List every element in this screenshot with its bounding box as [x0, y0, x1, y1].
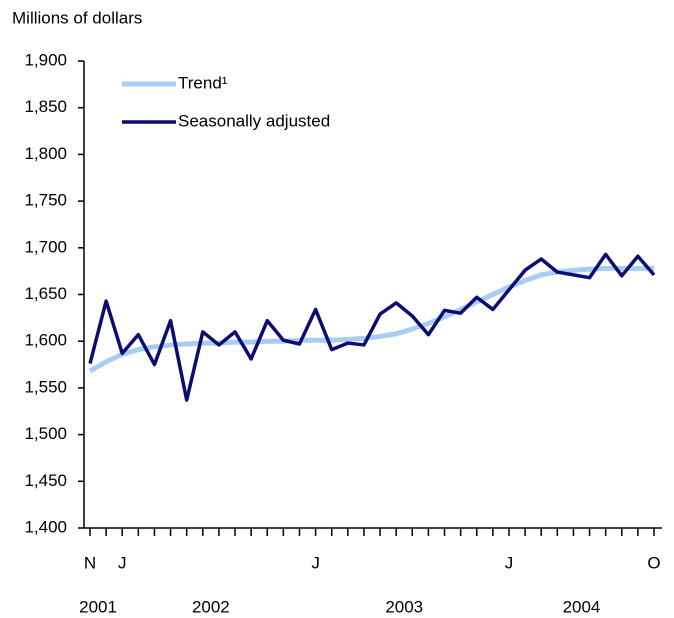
- y-tick-label: 1,450: [24, 471, 67, 490]
- x-tick-label: J: [505, 553, 514, 572]
- year-label: 2001: [79, 597, 117, 616]
- series-line: [88, 265, 654, 374]
- y-tick-label: 1,400: [24, 517, 67, 536]
- y-tick-label: 1,700: [24, 237, 67, 256]
- y-tick-label: 1,550: [24, 377, 67, 396]
- y-tick-label: 1,500: [24, 424, 67, 443]
- x-tick-label: J: [311, 553, 320, 572]
- x-tick-label: N: [84, 553, 96, 572]
- y-tick-label: 1,650: [24, 284, 67, 303]
- year-label: 2003: [385, 597, 423, 616]
- legend-label: Trend¹: [178, 73, 228, 92]
- year-label: 2004: [563, 597, 601, 616]
- year-label: 2002: [192, 597, 230, 616]
- y-tick-label: 1,800: [24, 144, 67, 163]
- y-tick-label: 1,750: [24, 191, 67, 210]
- x-tick-label: J: [118, 553, 127, 572]
- legend-label: Seasonally adjusted: [178, 111, 330, 130]
- series-line: [88, 252, 656, 402]
- y-tick-label: 1,600: [24, 331, 67, 350]
- y-tick-label: 1,850: [24, 97, 67, 116]
- y-axis-label: Millions of dollars: [12, 8, 142, 27]
- y-tick-label: 1,900: [24, 50, 67, 69]
- x-tick-label: O: [647, 553, 660, 572]
